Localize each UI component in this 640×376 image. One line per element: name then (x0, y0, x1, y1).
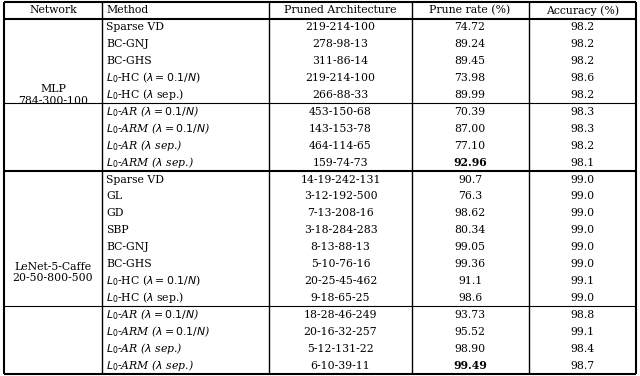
Text: 98.2: 98.2 (570, 56, 595, 66)
Text: 99.1: 99.1 (570, 327, 595, 337)
Text: Network: Network (29, 6, 77, 15)
Text: 5-10-76-16: 5-10-76-16 (311, 259, 371, 269)
Text: $L_0$-HC ($\lambda$ sep.): $L_0$-HC ($\lambda$ sep.) (106, 88, 184, 103)
Text: 89.24: 89.24 (454, 39, 486, 49)
Text: 278-98-13: 278-98-13 (312, 39, 369, 49)
Text: 98.8: 98.8 (570, 310, 595, 320)
Text: 92.96: 92.96 (453, 157, 487, 168)
Text: BC-GHS: BC-GHS (106, 259, 152, 269)
Text: SBP: SBP (106, 225, 129, 235)
Text: 98.2: 98.2 (570, 39, 595, 49)
Text: 89.45: 89.45 (454, 56, 486, 66)
Text: 99.0: 99.0 (570, 191, 595, 202)
Text: $L_0$-HC ($\lambda = 0.1/N$): $L_0$-HC ($\lambda = 0.1/N$) (106, 71, 200, 85)
Text: 99.49: 99.49 (453, 360, 487, 371)
Text: 73.98: 73.98 (454, 73, 486, 83)
Text: 98.3: 98.3 (570, 124, 595, 134)
Text: 98.6: 98.6 (458, 293, 482, 303)
Text: 98.62: 98.62 (454, 208, 486, 218)
Text: 95.52: 95.52 (454, 327, 486, 337)
Text: 98.1: 98.1 (570, 158, 595, 168)
Text: GL: GL (106, 191, 122, 202)
Text: 98.2: 98.2 (570, 22, 595, 32)
Text: 453-150-68: 453-150-68 (309, 107, 372, 117)
Text: 99.0: 99.0 (570, 242, 595, 252)
Text: 99.36: 99.36 (454, 259, 486, 269)
Text: 9-18-65-25: 9-18-65-25 (311, 293, 371, 303)
Text: $L_0$-AR ($\lambda$ sep.): $L_0$-AR ($\lambda$ sep.) (106, 138, 182, 153)
Text: 98.2: 98.2 (570, 90, 595, 100)
Text: 90.7: 90.7 (458, 174, 482, 185)
Text: 87.00: 87.00 (454, 124, 486, 134)
Text: 8-13-88-13: 8-13-88-13 (310, 242, 371, 252)
Text: $L_0$-HC ($\lambda$ sep.): $L_0$-HC ($\lambda$ sep.) (106, 290, 184, 305)
Text: 3-12-192-500: 3-12-192-500 (304, 191, 378, 202)
Text: Pruned Architecture: Pruned Architecture (284, 6, 397, 15)
Text: 70.39: 70.39 (454, 107, 486, 117)
Text: 219-214-100: 219-214-100 (305, 73, 376, 83)
Text: 74.72: 74.72 (454, 22, 486, 32)
Text: 77.10: 77.10 (454, 141, 486, 151)
Text: $L_0$-ARM ($\lambda$ sep.): $L_0$-ARM ($\lambda$ sep.) (106, 358, 194, 373)
Text: 14-19-242-131: 14-19-242-131 (300, 174, 381, 185)
Text: 143-153-78: 143-153-78 (309, 124, 372, 134)
Text: 89.99: 89.99 (454, 90, 486, 100)
Text: $L_0$-AR ($\lambda = 0.1/N$): $L_0$-AR ($\lambda = 0.1/N$) (106, 308, 199, 322)
Text: 93.73: 93.73 (454, 310, 486, 320)
Text: $L_0$-AR ($\lambda$ sep.): $L_0$-AR ($\lambda$ sep.) (106, 341, 182, 356)
Text: $L_0$-AR ($\lambda = 0.1/N$): $L_0$-AR ($\lambda = 0.1/N$) (106, 105, 199, 119)
Text: 7-13-208-16: 7-13-208-16 (307, 208, 374, 218)
Text: 5-12-131-22: 5-12-131-22 (307, 344, 374, 354)
Text: Sparse VD: Sparse VD (106, 174, 164, 185)
Text: 99.0: 99.0 (570, 225, 595, 235)
Text: 99.0: 99.0 (570, 293, 595, 303)
Text: 76.3: 76.3 (458, 191, 482, 202)
Text: $L_0$-HC ($\lambda = 0.1/N$): $L_0$-HC ($\lambda = 0.1/N$) (106, 274, 200, 288)
Text: 80.34: 80.34 (454, 225, 486, 235)
Text: 20-25-45-462: 20-25-45-462 (304, 276, 377, 286)
Text: 99.0: 99.0 (570, 208, 595, 218)
Text: 219-214-100: 219-214-100 (305, 22, 376, 32)
Text: 18-28-46-249: 18-28-46-249 (304, 310, 378, 320)
Text: 98.4: 98.4 (570, 344, 595, 354)
Text: 3-18-284-283: 3-18-284-283 (303, 225, 378, 235)
Text: $L_0$-ARM ($\lambda = 0.1/N$): $L_0$-ARM ($\lambda = 0.1/N$) (106, 121, 211, 136)
Text: BC-GNJ: BC-GNJ (106, 39, 148, 49)
Text: 464-114-65: 464-114-65 (309, 141, 372, 151)
Text: 6-10-39-11: 6-10-39-11 (310, 361, 371, 370)
Text: BC-GHS: BC-GHS (106, 56, 152, 66)
Text: 266-88-33: 266-88-33 (312, 90, 369, 100)
Text: Method: Method (106, 6, 148, 15)
Text: GD: GD (106, 208, 124, 218)
Text: 99.0: 99.0 (570, 174, 595, 185)
Text: Accuracy (%): Accuracy (%) (546, 5, 619, 16)
Text: 98.2: 98.2 (570, 141, 595, 151)
Text: 99.05: 99.05 (454, 242, 486, 252)
Text: $L_0$-ARM ($\lambda$ sep.): $L_0$-ARM ($\lambda$ sep.) (106, 155, 194, 170)
Text: 98.3: 98.3 (570, 107, 595, 117)
Text: 99.0: 99.0 (570, 259, 595, 269)
Text: 98.7: 98.7 (570, 361, 595, 370)
Text: BC-GNJ: BC-GNJ (106, 242, 148, 252)
Text: 91.1: 91.1 (458, 276, 482, 286)
Text: Prune rate (%): Prune rate (%) (429, 5, 511, 16)
Text: 20-16-32-257: 20-16-32-257 (304, 327, 378, 337)
Text: MLP
784-300-100: MLP 784-300-100 (18, 84, 88, 106)
Text: 98.6: 98.6 (570, 73, 595, 83)
Text: LeNet-5-Caffe
20-50-800-500: LeNet-5-Caffe 20-50-800-500 (13, 262, 93, 284)
Text: 99.1: 99.1 (570, 276, 595, 286)
Text: 98.90: 98.90 (454, 344, 486, 354)
Text: 311-86-14: 311-86-14 (312, 56, 369, 66)
Text: 159-74-73: 159-74-73 (313, 158, 369, 168)
Text: $L_0$-ARM ($\lambda = 0.1/N$): $L_0$-ARM ($\lambda = 0.1/N$) (106, 324, 211, 339)
Text: Sparse VD: Sparse VD (106, 22, 164, 32)
